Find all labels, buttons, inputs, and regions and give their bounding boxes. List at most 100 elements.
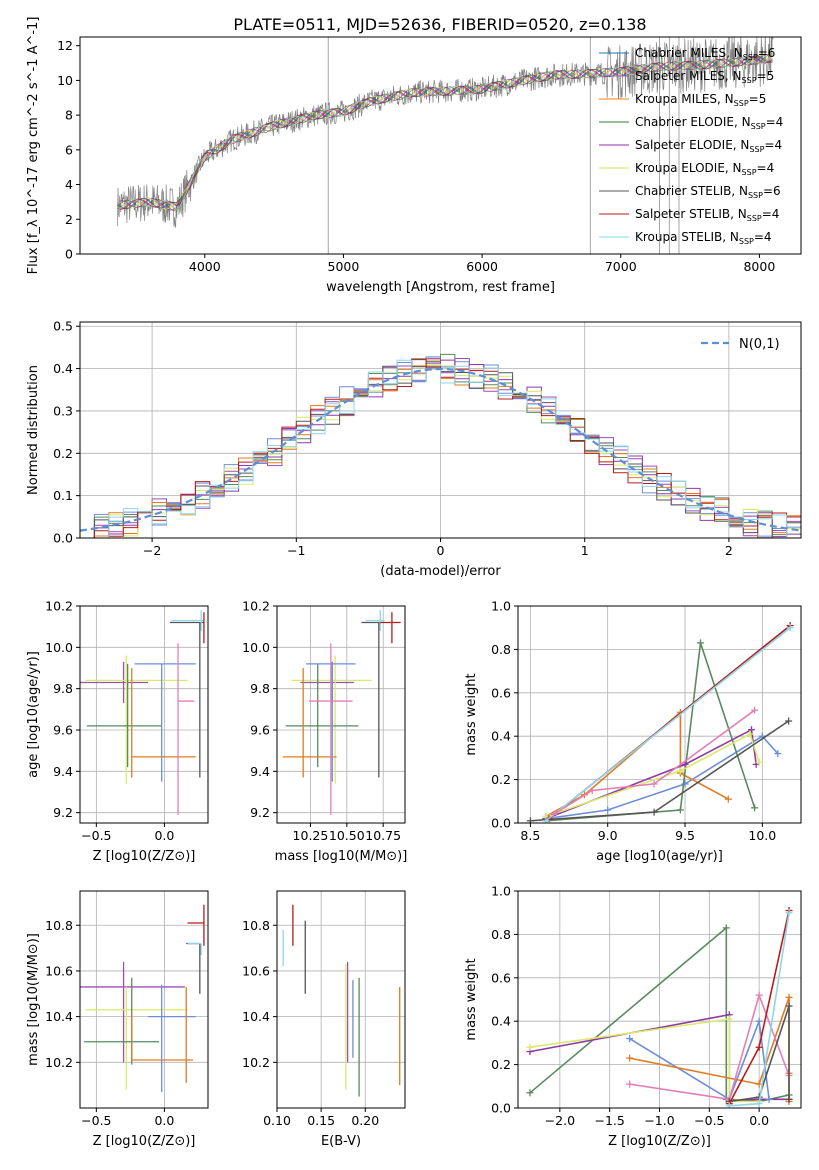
legend-label: Kroupa MILES, NSSP=5 — [635, 92, 766, 108]
axes-frame — [79, 605, 209, 824]
histogram-series — [80, 359, 801, 538]
plot-area — [282, 904, 401, 1097]
error-bar-point — [169, 621, 204, 778]
y-tick-label: 9.2 — [53, 805, 73, 820]
x-tick-label: −2 — [143, 543, 161, 558]
legend: Chabrier MILES, NSSP=6 Salpeter MILES, NS… — [599, 46, 783, 246]
panel-age-vs-Z: −0.5 0.0 9.2 9.4 9.6 9.8 10.0 10.2 Z [log10(Z/Z⊙… — [26, 599, 209, 864]
legend-label: Salpeter STELIB, NSSP=4 — [635, 207, 779, 223]
y-axis-label: mass weight — [464, 958, 479, 1040]
y-tick-label: 10.0 — [242, 640, 270, 655]
y-axis-label: age [log10(age/yr)] — [26, 651, 41, 778]
x-axis-label: Z [log10(Z/Z⊙)] — [608, 1134, 711, 1149]
x-tick-label: 0.10 — [263, 1113, 291, 1128]
error-bar-point — [187, 904, 205, 946]
y-tick-label: 10.2 — [242, 1055, 270, 1070]
histogram-series — [80, 359, 801, 538]
y-axis-label: mass [log10(M/M⊙)] — [26, 933, 41, 1066]
x-tick-label: 0 — [437, 543, 445, 558]
y-tick-label: 0.2 — [491, 1057, 511, 1072]
model-fit-line — [117, 55, 773, 210]
x-tick-label: 0.0 — [154, 828, 174, 843]
axes-frame — [79, 890, 209, 1109]
error-bar-point — [171, 610, 204, 631]
y-tick-label: 4 — [65, 177, 73, 192]
axes-frame — [79, 36, 802, 255]
x-tick-label: −1.5 — [594, 1113, 624, 1128]
y-tick-label: 1.0 — [491, 884, 511, 899]
plot-layer: Chabrier MILES, NSSP=6 Salpeter MILES, NS… — [26, 17, 802, 1149]
y-tick-label: 0.1 — [53, 488, 73, 503]
y-tick-label: 10.2 — [45, 599, 73, 614]
weight-series-line — [729, 1005, 790, 1103]
x-tick-label: 5000 — [328, 259, 360, 274]
y-tick-label: 0.8 — [491, 927, 511, 942]
x-tick-label: 0.15 — [307, 1113, 335, 1128]
y-tick-label: 0.4 — [53, 361, 73, 376]
error-bar-point — [365, 610, 385, 631]
y-tick-label: 10.8 — [242, 918, 270, 933]
legend-label: Kroupa STELIB, NSSP=4 — [635, 230, 772, 246]
weight-series-line — [629, 992, 790, 1101]
error-bar-point — [291, 655, 372, 784]
error-bar-point — [85, 655, 188, 784]
x-tick-label: 9.0 — [598, 828, 618, 843]
y-tick-label: 9.2 — [250, 805, 270, 820]
panel-mass-vs-Z: −0.5 0.0 10.2 10.4 10.6 10.8 Z [log10(Z/Z⊙)] ma… — [26, 890, 209, 1149]
x-tick-label: 10.0 — [748, 828, 776, 843]
error-bar-point — [309, 643, 353, 815]
y-tick-label: 10.6 — [45, 963, 73, 978]
panel-spectrum: Chabrier MILES, NSSP=6 Salpeter MILES, NS… — [26, 17, 802, 295]
x-tick-label: 9.5 — [675, 828, 695, 843]
weight-series-line — [629, 1020, 770, 1101]
x-axis-label: wavelength [Angstrom, rest frame] — [326, 280, 555, 295]
x-tick-label: 10.50 — [329, 828, 365, 843]
plot-area — [80, 610, 205, 815]
y-tick-label: 10.0 — [45, 640, 73, 655]
x-tick-label: −2.0 — [545, 1113, 575, 1128]
axes-frame — [276, 605, 406, 824]
error-bar-point — [300, 661, 355, 704]
y-tick-label: 10.8 — [45, 918, 73, 933]
y-tick-label: 10.4 — [242, 1009, 270, 1024]
y-tick-label: 0.4 — [491, 729, 511, 744]
error-bar-point — [86, 663, 162, 768]
plot-area — [80, 353, 801, 538]
histogram-series — [80, 359, 801, 538]
legend-label: Salpeter ELODIE, NSSP=4 — [635, 138, 782, 154]
y-tick-label: 9.8 — [250, 681, 270, 696]
weight-series-line — [529, 1018, 760, 1103]
legend-label: Chabrier MILES, NSSP=6 — [635, 46, 775, 62]
error-bar-point — [131, 668, 196, 778]
legend: N(0,1) — [701, 337, 780, 352]
x-axis-label: Z [log10(Z/Z⊙)] — [93, 1134, 196, 1149]
error-bar-point — [84, 977, 159, 1065]
figure-title: PLATE=0511, MJD=52636, FIBERID=0520, z=0… — [233, 15, 646, 34]
x-tick-label: 0.0 — [749, 1113, 769, 1128]
x-axis-label: mass [log10(M/M⊙)] — [275, 849, 408, 864]
y-tick-label: 0.2 — [491, 772, 511, 787]
axes-frame — [517, 605, 802, 824]
y-tick-label: 1.0 — [491, 599, 511, 614]
x-tick-label: 8000 — [743, 259, 775, 274]
error-bar-point — [285, 663, 359, 768]
error-bar-point — [361, 621, 382, 778]
y-tick-label: 0.2 — [53, 446, 73, 461]
y-tick-label: 9.4 — [53, 764, 73, 779]
legend-label: Chabrier STELIB, NSSP=6 — [635, 184, 781, 200]
y-tick-label: 12 — [57, 38, 73, 53]
legend-label: Chabrier ELODIE, NSSP=4 — [635, 115, 783, 131]
gaussian-curve — [80, 367, 801, 532]
x-axis-label: Z [log10(Z/Z⊙)] — [93, 849, 196, 864]
weight-series-line — [545, 732, 760, 818]
error-bar-point — [134, 663, 196, 782]
x-tick-label: −1 — [287, 543, 305, 558]
y-tick-label: 10 — [57, 73, 73, 88]
model-fit-line — [117, 55, 773, 211]
y-tick-label: 0.0 — [53, 531, 73, 546]
x-tick-label: 0.20 — [351, 1113, 379, 1128]
panel-mass-weight-vs-age: 8.5 9.0 9.5 10.0 0.0 0.2 0.4 0.6 0.8 1.0 age [log1… — [464, 599, 802, 864]
y-tick-label: 10.2 — [45, 1055, 73, 1070]
y-tick-label: 2 — [65, 212, 73, 227]
